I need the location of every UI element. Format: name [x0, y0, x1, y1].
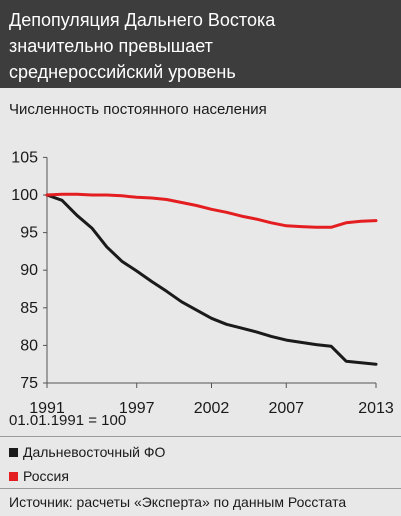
- header-bar: Депопуляция Дальнего Востока значительно…: [0, 0, 401, 88]
- legend-item-russia: Россия: [9, 468, 69, 484]
- series-line-russia: [45, 192, 378, 229]
- y-tick-label: 100: [11, 187, 38, 204]
- legend-divider-top: [0, 436, 401, 437]
- legend-item-far-east: Дальневосточный ФО: [9, 444, 165, 460]
- source-note: Источник: расчеты «Эксперта» по данным Р…: [9, 494, 347, 510]
- base-note: 01.01.1991 = 100: [9, 412, 127, 429]
- legend-swatch-russia: [9, 471, 18, 481]
- x-tick-label: 1991: [29, 400, 65, 417]
- y-tick-label: 95: [20, 225, 38, 242]
- series-line-far-east: [45, 193, 378, 366]
- x-tick-label: 2007: [268, 400, 304, 417]
- legend-label-far-east: Дальневосточный ФО: [23, 444, 166, 460]
- legend-label-russia: Россия: [23, 468, 69, 484]
- y-tick-label: 105: [11, 149, 38, 166]
- y-tick-label: 80: [20, 337, 38, 354]
- title-line-2: значительно превышает: [9, 36, 213, 56]
- source-divider: [0, 488, 401, 489]
- y-tick-label: 90: [20, 262, 38, 279]
- title-line-1: Депопуляция Дальнего Востока: [9, 10, 276, 30]
- y-tick-label: 85: [20, 300, 38, 317]
- chart-panel: [0, 88, 401, 516]
- y-tick-label: 75: [20, 375, 38, 392]
- x-tick-label: 2013: [358, 400, 394, 417]
- chart-subtitle: Численность постоянного населения: [9, 101, 267, 118]
- legend-swatch-far-east: [9, 447, 18, 457]
- x-tick-label: 1997: [119, 400, 155, 417]
- title-line-3: среднероссийский уровень: [9, 62, 236, 82]
- x-tick-label: 2002: [194, 400, 230, 417]
